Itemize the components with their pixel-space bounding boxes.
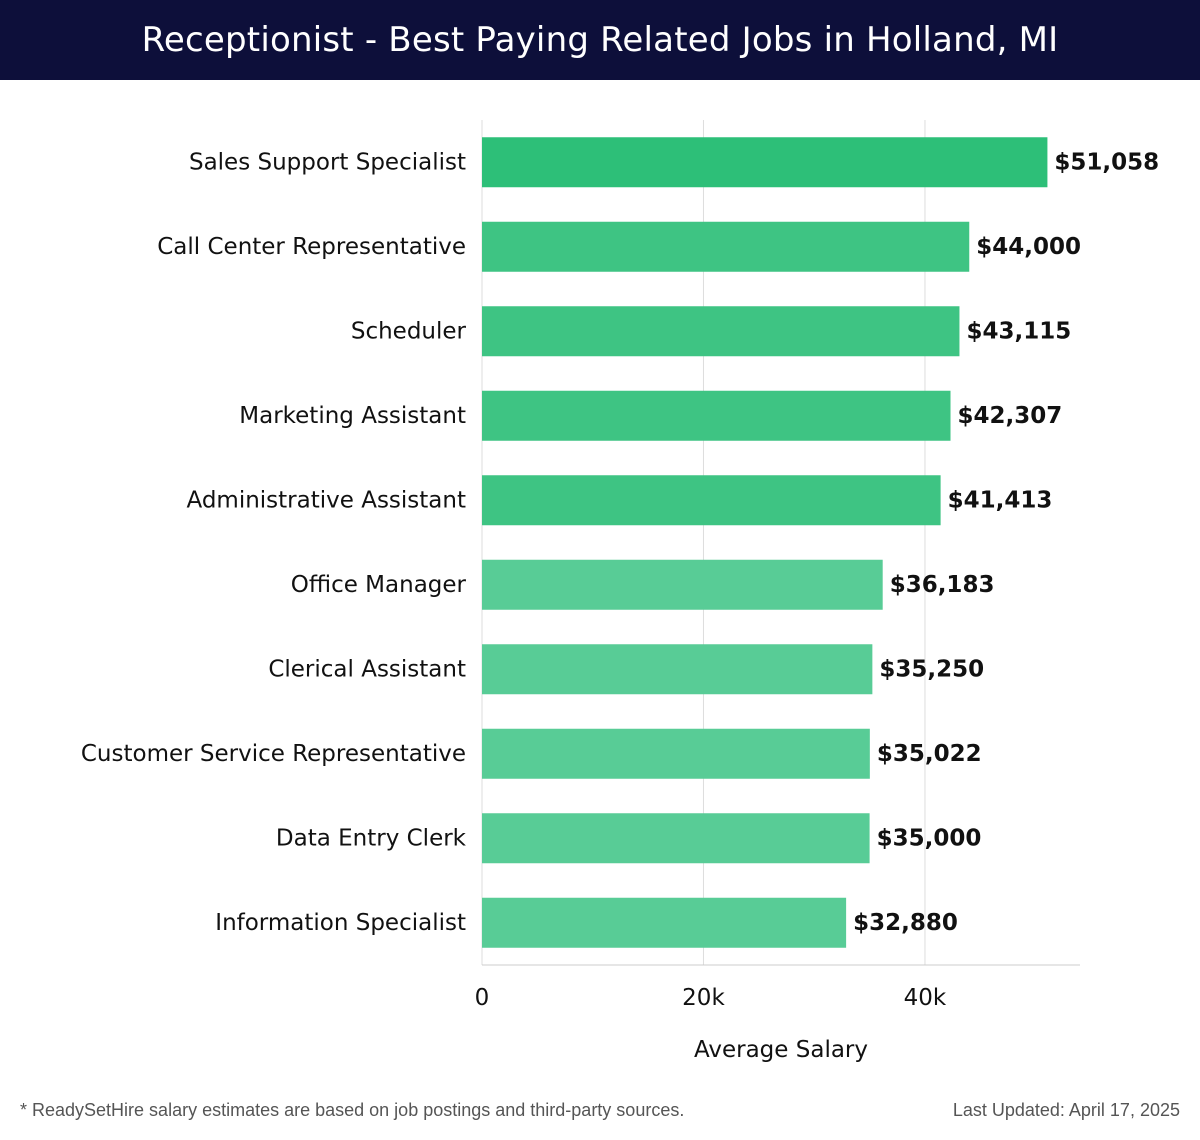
labels: Sales Support Specialist $51,058 Call Cent…	[81, 149, 1159, 936]
category-label-5: Office Manager	[291, 572, 467, 598]
value-label-3: $42,307	[958, 403, 1063, 429]
value-label-4: $41,413	[948, 487, 1053, 513]
category-label-2: Scheduler	[351, 318, 467, 344]
last-updated: Last Updated: April 17, 2025	[952, 1100, 1180, 1120]
category-label-9: Information Specialist	[215, 910, 466, 936]
bar-8	[482, 813, 870, 864]
bar-0	[482, 137, 1048, 188]
value-label-2: $43,115	[966, 318, 1071, 344]
footnote: * ReadySetHire salary estimates are base…	[20, 1100, 685, 1120]
x-axis: 0 20k 40k Average Salary	[475, 964, 1080, 1063]
category-label-1: Call Center Representative	[157, 234, 466, 260]
x-tick-label-1: 20k	[682, 985, 725, 1011]
category-label-8: Data Entry Clerk	[276, 825, 467, 851]
bar-3	[482, 390, 951, 441]
chart-title: Receptionist - Best Paying Related Jobs …	[141, 20, 1059, 60]
value-label-6: $35,250	[879, 656, 984, 682]
bar-1	[482, 221, 970, 272]
category-label-6: Clerical Assistant	[268, 656, 466, 682]
bars	[482, 137, 1048, 948]
bar-7	[482, 728, 870, 779]
bar-5	[482, 559, 883, 610]
x-axis-title: Average Salary	[694, 1037, 868, 1063]
value-label-0: $51,058	[1054, 149, 1159, 175]
category-label-4: Administrative Assistant	[186, 487, 466, 513]
bar-9	[482, 897, 847, 948]
value-label-9: $32,880	[853, 910, 958, 936]
x-tick-label-2: 40k	[904, 985, 947, 1011]
value-label-8: $35,000	[877, 825, 982, 851]
category-label-7: Customer Service Representative	[81, 741, 466, 767]
category-label-0: Sales Support Specialist	[189, 149, 466, 175]
bar-chart: Sales Support Specialist $51,058 Call Cent…	[81, 120, 1159, 1063]
bar-2	[482, 306, 960, 357]
value-label-7: $35,022	[877, 741, 982, 767]
bar-4	[482, 475, 941, 526]
category-label-3: Marketing Assistant	[239, 403, 466, 429]
bar-6	[482, 644, 873, 695]
x-tick-label-0: 0	[475, 985, 490, 1011]
value-label-1: $44,000	[976, 234, 1081, 260]
title-bar: Receptionist - Best Paying Related Jobs …	[0, 0, 1200, 80]
value-label-5: $36,183	[890, 572, 995, 598]
